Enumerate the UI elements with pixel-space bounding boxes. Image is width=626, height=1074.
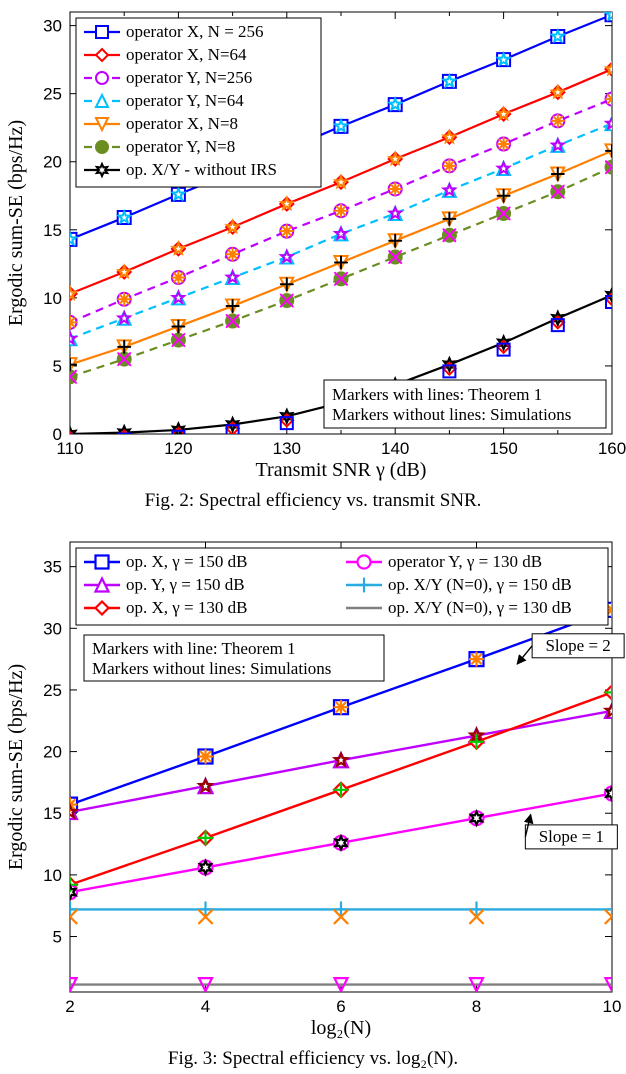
svg-text:0: 0 <box>53 425 62 444</box>
svg-text:8: 8 <box>472 997 481 1016</box>
svg-text:op. X, γ = 130 dB: op. X, γ = 130 dB <box>126 598 247 617</box>
svg-text:15: 15 <box>43 804 62 823</box>
svg-text:130: 130 <box>273 439 301 458</box>
svg-text:operator Y, N=64: operator Y, N=64 <box>126 91 244 110</box>
svg-text:120: 120 <box>164 439 192 458</box>
svg-text:op. Y, γ = 150 dB: op. Y, γ = 150 dB <box>126 575 245 594</box>
svg-text:150: 150 <box>489 439 517 458</box>
svg-text:Ergodic sum-SE (bps/Hz): Ergodic sum-SE (bps/Hz) <box>5 120 27 326</box>
svg-text:Slope = 2: Slope = 2 <box>545 636 610 655</box>
svg-text:operator Y, γ = 130 dB: operator Y, γ = 130 dB <box>388 552 542 571</box>
svg-text:160: 160 <box>598 439 626 458</box>
svg-text:operator X, N=64: operator X, N=64 <box>126 45 247 64</box>
svg-text:op. X, γ = 150 dB: op. X, γ = 150 dB <box>126 552 247 571</box>
svg-text:Markers without lines: Simulat: Markers without lines: Simulations <box>332 405 571 424</box>
svg-text:Ergodic sum-SE (bps/Hz): Ergodic sum-SE (bps/Hz) <box>5 664 27 870</box>
svg-text:140: 140 <box>381 439 409 458</box>
svg-text:4: 4 <box>201 997 210 1016</box>
svg-text:operator X, N = 256: operator X, N = 256 <box>126 22 264 41</box>
svg-text:20: 20 <box>43 153 62 172</box>
svg-text:25: 25 <box>43 681 62 700</box>
svg-text:op. X/Y - without IRS: op. X/Y - without IRS <box>126 160 277 179</box>
svg-text:Markers with lines: Theorem 1: Markers with lines: Theorem 1 <box>332 385 542 404</box>
svg-text:5: 5 <box>53 928 62 947</box>
fig3-chart: 2 4 6 8 10 5 10 15 20 25 30 35 log₂(N) Ergodic sum-SE… <box>0 530 626 1048</box>
svg-text:operator Y, N=256: operator Y, N=256 <box>126 68 252 87</box>
fig3-caption: Fig. 3: Spectral efficiency vs. log₂(N). <box>0 1048 626 1070</box>
svg-text:10: 10 <box>43 289 62 308</box>
svg-text:35: 35 <box>43 558 62 577</box>
svg-text:Markers without lines: Simulat: Markers without lines: Simulations <box>92 659 331 678</box>
svg-text:10: 10 <box>43 866 62 885</box>
svg-text:op. X/Y (N=0), γ = 150 dB: op. X/Y (N=0), γ = 150 dB <box>388 575 572 594</box>
svg-text:30: 30 <box>43 17 62 36</box>
svg-text:op. X/Y (N=0), γ = 130 dB: op. X/Y (N=0), γ = 130 dB <box>388 598 572 617</box>
svg-text:Transmit SNR γ (dB): Transmit SNR γ (dB) <box>256 459 427 481</box>
svg-text:Markers with line: Theorem 1: Markers with line: Theorem 1 <box>92 639 296 658</box>
fig2-chart: 110120130140150160051015202530Transmit S… <box>0 0 626 490</box>
svg-text:Slope = 1: Slope = 1 <box>539 827 604 846</box>
svg-text:30: 30 <box>43 619 62 638</box>
svg-text:15: 15 <box>43 221 62 240</box>
svg-text:log₂(N): log₂(N) <box>311 1017 371 1039</box>
svg-text:10: 10 <box>603 997 622 1016</box>
fig2-caption: Fig. 2: Spectral efficiency vs. transmit… <box>0 490 626 512</box>
svg-text:2: 2 <box>65 997 74 1016</box>
svg-text:20: 20 <box>43 743 62 762</box>
svg-text:6: 6 <box>336 997 345 1016</box>
svg-text:5: 5 <box>53 357 62 376</box>
svg-text:operator Y, N=8: operator Y, N=8 <box>126 137 235 156</box>
svg-text:25: 25 <box>43 85 62 104</box>
svg-text:operator X, N=8: operator X, N=8 <box>126 114 238 133</box>
